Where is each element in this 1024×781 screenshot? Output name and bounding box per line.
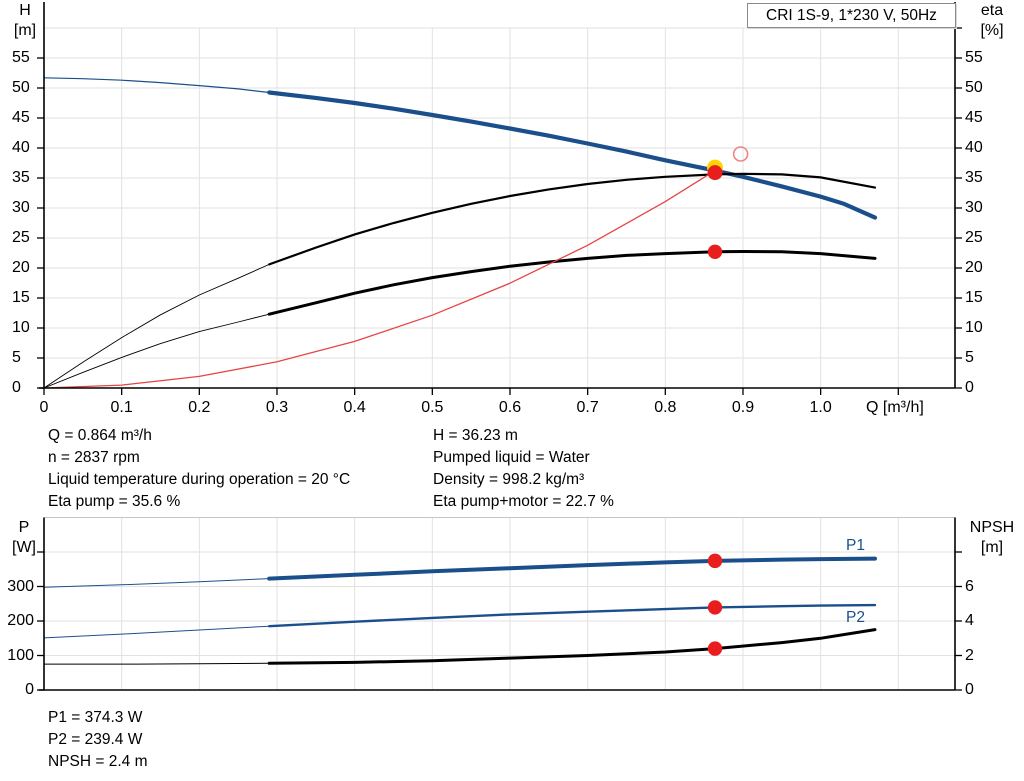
annotation-q: Q = 0.864 m³/h	[48, 427, 152, 444]
p-tick-label: 200	[7, 612, 34, 629]
eta-tick-label: 55	[965, 49, 983, 66]
eta-pump-motor-curve	[267, 249, 877, 316]
eta-tick-label: 50	[965, 79, 983, 96]
eta-tick-label: 30	[965, 199, 983, 216]
annotation-h: H = 36.23 m	[433, 427, 518, 444]
h-tick-label: 5	[12, 349, 21, 366]
bottom-annotations: P1 = 374.3 W P2 = 239.4 W NPSH = 2.4 m	[48, 707, 148, 773]
p2-curve	[268, 603, 877, 628]
p1-curve-label: P1	[846, 537, 865, 554]
eta-tick-label: 35	[965, 169, 983, 186]
npsh-curve-thin	[44, 662, 270, 665]
h-tick-label: 55	[12, 49, 30, 66]
eta-pump-curve-thin	[43, 263, 270, 389]
h-tick-label: 35	[12, 169, 30, 186]
eta-tick-label: 20	[965, 259, 983, 276]
npsh-axis-title-line1: NPSH	[969, 519, 1015, 536]
h-tick-label: 30	[12, 199, 30, 216]
p-axis-title-line2: [W]	[12, 539, 36, 556]
h-tick-label: 50	[12, 79, 30, 96]
p1-curve	[267, 556, 877, 581]
q-tick-label: 0.2	[188, 399, 211, 416]
eta-axis-title-line2: [%]	[980, 22, 1004, 39]
q-tick-label: 0	[39, 399, 49, 416]
annotation-eta-pump-motor: Eta pump+motor = 22.7 %	[433, 493, 614, 510]
h-tick-label: 15	[12, 289, 30, 306]
system-curve	[43, 170, 716, 389]
eta-pump-motor-curve-thin	[43, 313, 270, 389]
eta-pump-curve	[268, 172, 877, 266]
annotation-p2: P2 = 239.4 W	[48, 731, 143, 748]
npsh-tick-label: 6	[965, 577, 974, 595]
h-tick-label: 25	[12, 229, 30, 246]
h-tick-label: 40	[12, 139, 30, 156]
p-tick-label: 100	[7, 646, 34, 664]
duty-point-p2	[707, 600, 723, 615]
h-axis-title: H [m]	[6, 1, 44, 41]
duty-point-eta	[707, 244, 723, 259]
h-tick-label: 0	[12, 379, 21, 396]
q-tick-label: 0.5	[421, 399, 444, 416]
q-tick-label: 0.3	[265, 399, 289, 416]
npsh-axis-title: NPSH [m]	[962, 518, 1022, 558]
q-tick-label: 0.1	[110, 399, 133, 416]
npsh-curve	[267, 628, 877, 665]
q-tick-label: 0.4	[343, 399, 366, 416]
npsh-axis-title-line2: [m]	[980, 539, 1004, 556]
duty-point-p1	[707, 553, 723, 569]
q-tick-label: 0.6	[498, 399, 522, 416]
h-tick-label: 20	[12, 259, 30, 276]
p-axis-title-line1: P	[18, 519, 30, 536]
npsh-tick-label: 4	[965, 612, 974, 629]
eta-axis-title: eta [%]	[964, 1, 1020, 41]
p-axis-title: P [W]	[4, 518, 44, 558]
annotation-eta-pump: Eta pump = 35.6 %	[48, 493, 181, 510]
h-axis-title-line1: H	[19, 2, 31, 19]
annotation-npsh: NPSH = 2.4 m	[48, 753, 148, 770]
eta-axis-title-line1: eta	[980, 2, 1004, 19]
eta-tick-label: 15	[965, 289, 983, 306]
top-annotations-left: Q = 0.864 m³/h n = 2837 rpm Liquid tempe…	[48, 425, 350, 513]
q-tick-label: 0.9	[731, 399, 755, 416]
eta-tick-label: 45	[965, 109, 983, 126]
annotation-density: Density = 998.2 kg/m³	[433, 471, 585, 488]
eta-tick-label: 25	[965, 229, 983, 246]
h-tick-label: 45	[12, 109, 30, 126]
annotation-p1: P1 = 374.3 W	[48, 709, 143, 726]
eta-tick-label: 0	[965, 379, 974, 396]
annotation-liquid-temp: Liquid temperature during operation = 20…	[48, 471, 351, 488]
eta-tick-label: 10	[965, 319, 983, 336]
h-tick-label: 10	[12, 319, 30, 336]
eta-tick-label: 5	[965, 349, 974, 366]
top-annotations-right: H = 36.23 m Pumped liquid = Water Densit…	[433, 425, 614, 513]
secondary-point-ring	[732, 146, 749, 162]
annotation-n: n = 2837 rpm	[48, 449, 140, 466]
npsh-tick-label: 0	[965, 681, 974, 698]
pump-title-box: CRI 1S-9, 1*230 V, 50Hz	[747, 3, 956, 28]
p-tick-label: 300	[7, 577, 34, 595]
q-tick-label: 1.0	[809, 399, 832, 416]
h-axis-title-line2: [m]	[13, 22, 37, 39]
duty-point-head	[707, 165, 723, 181]
npsh-tick-label: 2	[965, 646, 974, 664]
p2-curve-thin	[43, 625, 270, 639]
q-tick-label: 0.8	[654, 399, 677, 416]
p-tick-label: 0	[25, 681, 34, 698]
p2-curve-label: P2	[846, 609, 865, 626]
duty-point-npsh	[707, 641, 723, 656]
eta-tick-label: 40	[965, 139, 983, 156]
annotation-pumped-liquid: Pumped liquid = Water	[433, 449, 590, 466]
q-axis-label: Q [m³/h]	[866, 399, 924, 416]
p1-curve-thin	[43, 578, 270, 588]
head-curve	[267, 90, 878, 220]
q-tick-label: 0.7	[576, 399, 599, 416]
head-curve-thin	[43, 77, 270, 94]
